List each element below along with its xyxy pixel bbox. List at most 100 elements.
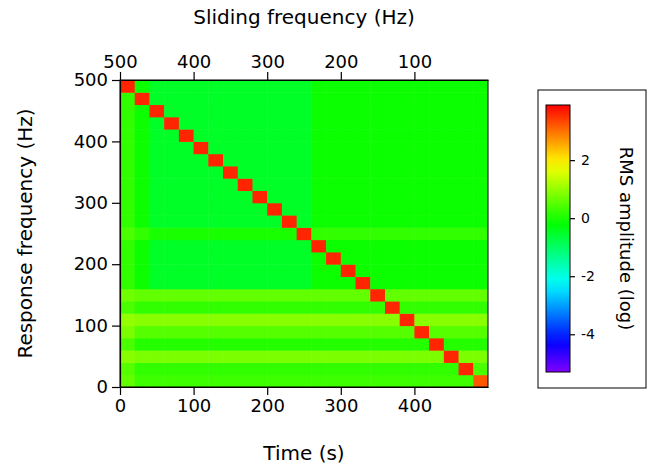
heatmap-cell: [385, 276, 400, 289]
heatmap-cell: [429, 276, 444, 289]
heatmap-cell: [208, 375, 223, 387]
tick-mark: [112, 387, 120, 388]
tick-mark: [267, 72, 268, 80]
heatmap-cell: [194, 154, 209, 167]
heatmap-cell: [194, 276, 209, 289]
heatmap-cell: [252, 129, 267, 142]
heatmap-cell: [326, 289, 341, 302]
heatmap-cell: [444, 166, 459, 179]
heatmap-cell: [120, 92, 135, 105]
heatmap-cell: [179, 301, 194, 314]
heatmap-cell: [459, 191, 474, 204]
heatmap-cell: [370, 375, 385, 387]
heatmap-cell: [267, 166, 282, 179]
heatmap-cell: [223, 276, 238, 289]
heatmap-cell: [223, 362, 238, 375]
heatmap-cell: [473, 301, 488, 314]
heatmap-cell: [429, 375, 444, 387]
tick-mark: [570, 218, 575, 219]
heatmap-cell: [252, 326, 267, 339]
heatmap-cell: [356, 203, 371, 216]
heatmap-cell: [223, 215, 238, 228]
heatmap-cell: [164, 264, 179, 277]
tick-mark: [120, 72, 121, 80]
tick: 500: [74, 69, 120, 90]
heatmap-cell: [429, 117, 444, 130]
heatmap-cell: [120, 129, 135, 142]
heatmap-cell: [223, 338, 238, 351]
heatmap-cell: [429, 80, 444, 93]
heatmap-cell: [149, 117, 164, 130]
heatmap-cells: [120, 80, 488, 387]
heatmap-cell: [267, 141, 282, 154]
heatmap-cell: [473, 289, 488, 302]
heatmap-cell: [370, 313, 385, 326]
heatmap-cell: [297, 264, 312, 277]
heatmap-cell: [194, 338, 209, 351]
heatmap-cell: [194, 313, 209, 326]
heatmap-cell: [120, 375, 135, 387]
heatmap-cell: [282, 264, 297, 277]
heatmap-cell: [414, 264, 429, 277]
heatmap-cell: [311, 289, 326, 302]
heatmap-cell: [400, 203, 415, 216]
heatmap-cell: [179, 264, 194, 277]
heatmap-cell: [370, 178, 385, 191]
heatmap-cell: [120, 264, 135, 277]
heatmap-cell: [444, 362, 459, 375]
heatmap-cell: [400, 289, 415, 302]
heatmap-cell: [238, 289, 253, 302]
heatmap-cell: [326, 215, 341, 228]
heatmap-cell: [444, 154, 459, 167]
heatmap-cell: [414, 166, 429, 179]
heatmap-cell: [120, 154, 135, 167]
heatmap-cell: [473, 362, 488, 375]
heatmap-cell: [149, 362, 164, 375]
heatmap-cell: [414, 178, 429, 191]
tick: 400: [177, 51, 211, 80]
heatmap-cell: [414, 338, 429, 351]
heatmap-cell: [370, 215, 385, 228]
tick: 200: [324, 51, 358, 80]
tick-mark: [112, 326, 120, 327]
heatmap-cell: [311, 80, 326, 93]
heatmap-cell: [238, 203, 253, 216]
heatmap-cell: [473, 80, 488, 93]
heatmap-cell: [414, 289, 429, 302]
heatmap-cell: [370, 129, 385, 142]
heatmap-cell: [297, 375, 312, 387]
heatmap-cell: [208, 313, 223, 326]
tick: -4: [570, 326, 595, 342]
heatmap-cell: [194, 141, 209, 154]
colorbar-axis: 20-2-4: [570, 106, 595, 373]
heatmap-cell: [267, 338, 282, 351]
tick-mark: [414, 72, 415, 80]
heatmap-cell: [459, 215, 474, 228]
heatmap-cell: [356, 276, 371, 289]
tick-label: 0: [97, 376, 108, 397]
heatmap-cell: [326, 313, 341, 326]
tick-mark: [194, 72, 195, 80]
heatmap-cell: [149, 264, 164, 277]
heatmap-cell: [429, 338, 444, 351]
heatmap-cell: [223, 154, 238, 167]
heatmap-cell: [311, 129, 326, 142]
tick-label: 100: [398, 51, 432, 72]
heatmap-cell: [297, 166, 312, 179]
heatmap-cell: [400, 166, 415, 179]
heatmap-cell: [356, 252, 371, 265]
heatmap-cell: [356, 154, 371, 167]
heatmap-cell: [164, 141, 179, 154]
heatmap-cell: [179, 141, 194, 154]
heatmap-cell: [341, 276, 356, 289]
heatmap-cell: [179, 276, 194, 289]
heatmap-cell: [297, 154, 312, 167]
heatmap-cell: [326, 276, 341, 289]
heatmap-cell: [414, 313, 429, 326]
heatmap-cell: [179, 338, 194, 351]
heatmap-cell: [194, 301, 209, 314]
heatmap-cell: [120, 166, 135, 179]
heatmap-cell: [356, 215, 371, 228]
heatmap-cell: [252, 178, 267, 191]
heatmap-cell: [459, 375, 474, 387]
